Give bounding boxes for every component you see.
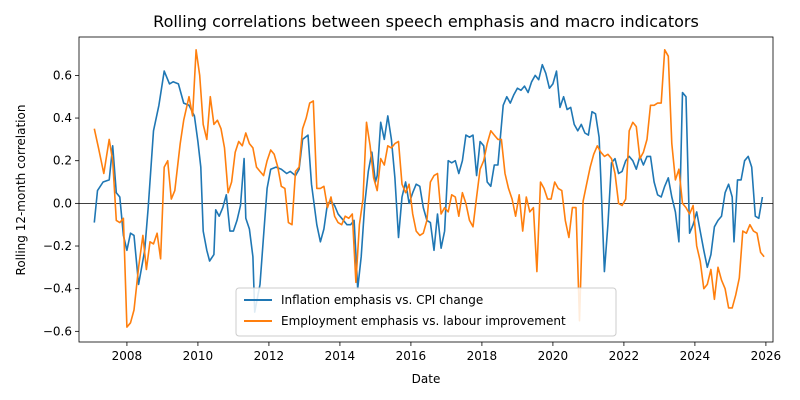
y-tick-label: 0.0 — [53, 196, 72, 210]
y-tick-label: −0.6 — [43, 324, 72, 338]
y-tick-label: 0.4 — [53, 111, 72, 125]
y-axis-label: Rolling 12-month correlation — [14, 105, 28, 276]
x-axis: 2008 2010 2012 2014 2016 2018 2020 2022 2024 2026 — [112, 342, 782, 363]
y-tick-label: 0.6 — [53, 68, 72, 82]
legend-box — [235, 287, 617, 337]
x-tick-label: 2014 — [325, 349, 356, 363]
x-tick-label: 2016 — [396, 349, 427, 363]
series-line-0 — [93, 63, 764, 313]
legend-label-employment: Employment emphasis vs. labour improveme… — [281, 314, 566, 328]
y-axis: −0.6 −0.4 −0.2 0.0 0.2 0.4 0.6 — [43, 68, 79, 338]
series-line-1 — [93, 49, 765, 328]
y-tick-label: −0.2 — [43, 239, 72, 253]
plot-frame — [78, 36, 774, 343]
x-tick-label: 2024 — [680, 349, 711, 363]
plot-area — [78, 36, 774, 343]
x-tick-label: 2020 — [538, 349, 569, 363]
x-tick-label: 2018 — [467, 349, 498, 363]
x-tick-label: 2022 — [609, 349, 640, 363]
legend: Inflation emphasis vs. CPI change Employ… — [235, 287, 617, 337]
y-tick-label: 0.2 — [53, 154, 72, 168]
x-tick-label: 2008 — [112, 349, 143, 363]
x-tick-label: 2012 — [254, 349, 285, 363]
x-axis-label: Date — [412, 372, 441, 386]
x-tick-label: 2010 — [183, 349, 214, 363]
series-group — [93, 49, 765, 328]
y-tick-label: −0.4 — [43, 282, 72, 296]
x-tick-label: 2026 — [751, 349, 782, 363]
chart-title: Rolling correlations between speech emph… — [153, 12, 699, 31]
legend-label-inflation: Inflation emphasis vs. CPI change — [281, 293, 483, 307]
